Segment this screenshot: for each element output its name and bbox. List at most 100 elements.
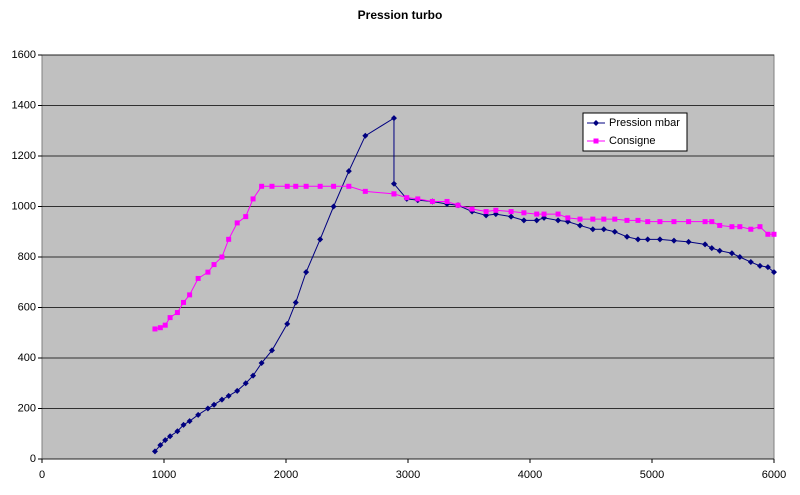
marker (390, 180, 397, 187)
marker (577, 222, 584, 229)
marker (404, 195, 410, 201)
marker (250, 196, 256, 202)
marker (670, 237, 677, 244)
marker (362, 188, 368, 194)
x-tick-label: 5000 (640, 469, 664, 481)
marker (590, 216, 596, 222)
marker (601, 216, 607, 222)
marker (152, 326, 158, 332)
marker (577, 216, 583, 222)
x-tick-label: 6000 (762, 469, 786, 481)
marker (284, 320, 291, 327)
marker (219, 254, 225, 260)
marker (242, 380, 249, 387)
marker (555, 217, 562, 224)
marker (634, 236, 641, 243)
marker (181, 299, 187, 305)
marker (162, 437, 169, 444)
marker (645, 219, 651, 225)
marker (508, 213, 515, 220)
marker (218, 396, 225, 403)
marker (657, 219, 663, 225)
marker (292, 299, 299, 306)
marker (167, 433, 174, 440)
marker (589, 226, 596, 233)
y-tick-label: 0 (30, 453, 36, 465)
marker (162, 322, 168, 328)
marker (186, 418, 193, 425)
marker (611, 228, 618, 235)
marker (151, 448, 158, 455)
marker (234, 387, 241, 394)
x-tick-label: 4000 (518, 469, 542, 481)
marker (729, 224, 735, 230)
marker (250, 372, 257, 379)
marker (708, 245, 715, 252)
y-tick-label: 1200 (12, 150, 36, 162)
x-tick-label: 0 (39, 469, 45, 481)
y-tick-label: 600 (18, 301, 36, 313)
marker (157, 442, 164, 449)
marker (736, 254, 743, 260)
marker (656, 236, 663, 243)
marker (391, 191, 397, 197)
marker (167, 315, 173, 321)
marker (174, 428, 181, 435)
marker (671, 219, 677, 225)
marker (258, 360, 265, 367)
x-tick-label: 3000 (396, 469, 420, 481)
marker (702, 219, 708, 225)
y-tick-label: 800 (18, 251, 36, 263)
y-tick-label: 1400 (12, 99, 36, 111)
marker (180, 421, 187, 428)
marker (268, 347, 275, 354)
marker (709, 219, 715, 225)
marker (317, 236, 324, 243)
marker (187, 292, 193, 298)
marker (534, 211, 540, 217)
marker (533, 217, 540, 224)
marker (345, 168, 352, 175)
marker (521, 210, 527, 216)
marker (205, 269, 211, 275)
marker (284, 183, 290, 189)
marker (390, 115, 397, 122)
x-tick-label: 2000 (274, 469, 298, 481)
y-tick-label: 200 (18, 402, 36, 414)
marker (593, 120, 599, 126)
marker (593, 138, 599, 144)
marker (469, 206, 475, 212)
marker (211, 401, 218, 408)
marker (415, 196, 421, 202)
marker (612, 216, 618, 222)
marker (259, 183, 265, 189)
marker (702, 241, 709, 248)
marker (520, 217, 527, 224)
marker (303, 183, 309, 189)
marker (635, 217, 641, 223)
marker (204, 405, 211, 412)
marker (243, 214, 249, 220)
marker (330, 203, 337, 210)
marker (748, 226, 754, 232)
marker (429, 198, 435, 204)
x-tick-label: 1000 (152, 469, 176, 481)
marker (303, 269, 310, 276)
marker (624, 217, 630, 223)
marker (269, 183, 275, 189)
marker (493, 207, 499, 213)
marker (686, 219, 692, 225)
marker (565, 215, 571, 221)
marker (771, 231, 777, 237)
marker (747, 259, 754, 266)
marker (771, 269, 777, 276)
y-tick-label: 400 (18, 352, 36, 364)
marker (226, 236, 232, 242)
marker (225, 392, 232, 399)
marker (555, 211, 561, 217)
marker (346, 183, 352, 189)
marker (765, 231, 771, 237)
marker (195, 411, 202, 418)
